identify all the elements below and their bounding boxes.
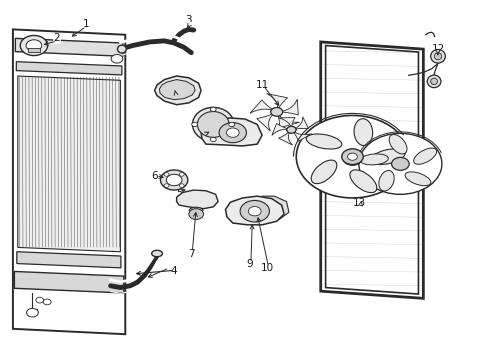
Polygon shape xyxy=(16,62,122,75)
Text: 9: 9 xyxy=(200,127,207,136)
Circle shape xyxy=(26,309,38,317)
Circle shape xyxy=(226,128,239,137)
Ellipse shape xyxy=(343,152,362,165)
Bar xyxy=(28,48,40,52)
Ellipse shape xyxy=(370,149,405,165)
Text: 2: 2 xyxy=(53,33,60,43)
Circle shape xyxy=(271,108,283,116)
Ellipse shape xyxy=(197,112,229,137)
Polygon shape xyxy=(277,99,298,115)
Circle shape xyxy=(210,107,216,112)
Ellipse shape xyxy=(434,53,441,60)
Circle shape xyxy=(189,209,203,220)
Polygon shape xyxy=(272,123,292,135)
Ellipse shape xyxy=(427,75,441,87)
Circle shape xyxy=(219,123,246,143)
Text: 11: 11 xyxy=(255,80,269,90)
Text: 12: 12 xyxy=(431,44,444,54)
Polygon shape xyxy=(278,117,295,130)
Text: 4: 4 xyxy=(171,266,177,276)
Ellipse shape xyxy=(379,171,394,191)
Ellipse shape xyxy=(360,154,388,165)
Polygon shape xyxy=(267,94,288,112)
Polygon shape xyxy=(292,130,312,141)
Text: 6: 6 xyxy=(151,171,158,181)
Ellipse shape xyxy=(354,119,373,145)
Text: 10: 10 xyxy=(260,263,273,273)
Polygon shape xyxy=(14,271,124,293)
Circle shape xyxy=(287,126,296,133)
Circle shape xyxy=(179,173,184,176)
Ellipse shape xyxy=(431,78,438,85)
Polygon shape xyxy=(279,130,293,145)
Circle shape xyxy=(240,201,270,222)
Circle shape xyxy=(20,36,48,55)
Ellipse shape xyxy=(431,49,445,63)
Circle shape xyxy=(164,184,169,187)
Polygon shape xyxy=(159,80,195,100)
Polygon shape xyxy=(257,112,277,131)
Text: 1: 1 xyxy=(83,19,90,29)
Polygon shape xyxy=(15,39,123,56)
Circle shape xyxy=(192,122,197,127)
Polygon shape xyxy=(201,118,262,146)
Circle shape xyxy=(210,137,216,141)
Ellipse shape xyxy=(306,134,342,149)
Circle shape xyxy=(111,54,123,63)
Circle shape xyxy=(229,122,235,127)
Text: 8: 8 xyxy=(171,87,177,97)
Polygon shape xyxy=(17,252,121,268)
Circle shape xyxy=(296,116,409,198)
Circle shape xyxy=(36,297,44,303)
Circle shape xyxy=(359,134,442,194)
Circle shape xyxy=(164,173,169,176)
Text: 3: 3 xyxy=(186,15,192,26)
Polygon shape xyxy=(225,196,284,225)
Circle shape xyxy=(43,299,51,305)
Polygon shape xyxy=(250,100,277,113)
Polygon shape xyxy=(176,190,218,209)
Circle shape xyxy=(342,149,363,165)
Ellipse shape xyxy=(405,172,431,186)
Ellipse shape xyxy=(389,135,407,154)
Circle shape xyxy=(248,207,261,216)
Polygon shape xyxy=(277,112,299,128)
Polygon shape xyxy=(321,42,423,298)
Circle shape xyxy=(347,153,357,160)
Ellipse shape xyxy=(414,148,437,164)
Ellipse shape xyxy=(193,107,234,141)
Circle shape xyxy=(179,184,184,187)
Circle shape xyxy=(392,157,409,170)
Text: 5: 5 xyxy=(176,188,182,198)
Circle shape xyxy=(160,170,188,190)
Text: 7: 7 xyxy=(188,248,195,258)
Text: 9: 9 xyxy=(246,259,253,269)
Circle shape xyxy=(166,174,182,186)
Polygon shape xyxy=(155,76,201,105)
Text: 13: 13 xyxy=(353,198,367,208)
Ellipse shape xyxy=(118,45,126,53)
Ellipse shape xyxy=(152,250,162,257)
Circle shape xyxy=(271,108,283,116)
Ellipse shape xyxy=(311,160,337,184)
Polygon shape xyxy=(292,117,309,130)
Polygon shape xyxy=(13,30,125,334)
Ellipse shape xyxy=(350,170,377,193)
Polygon shape xyxy=(18,76,121,252)
Circle shape xyxy=(26,40,42,51)
Ellipse shape xyxy=(189,207,203,214)
Polygon shape xyxy=(262,196,289,222)
Circle shape xyxy=(287,126,296,133)
